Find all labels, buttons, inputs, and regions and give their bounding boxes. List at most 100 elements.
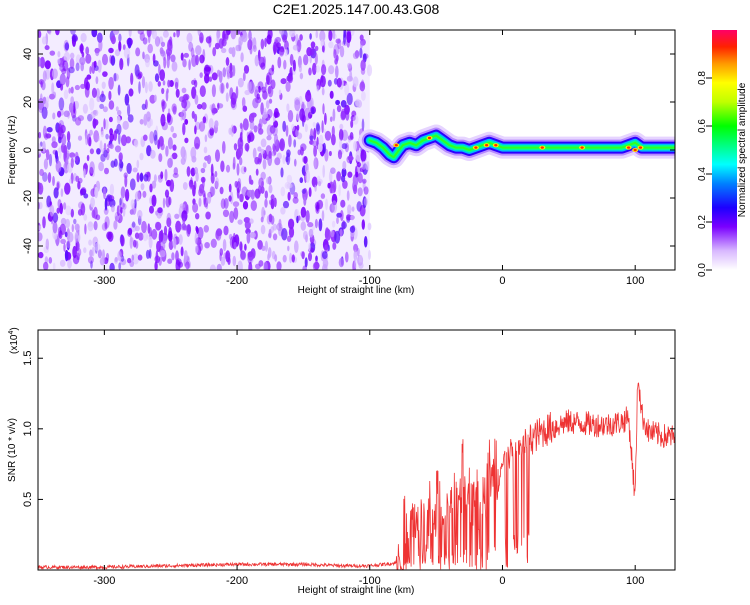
noise-speckle	[181, 87, 187, 94]
noise-speckle	[120, 134, 128, 147]
noise-speckle	[104, 167, 109, 175]
noise-speckle	[66, 140, 71, 150]
noise-speckle	[191, 110, 195, 119]
noise-speckle	[209, 127, 215, 136]
noise-speckle	[59, 73, 66, 86]
noise-speckle	[198, 121, 206, 132]
noise-speckle	[270, 198, 275, 210]
noise-speckle	[135, 47, 141, 57]
noise-speckle	[80, 32, 87, 43]
noise-speckle	[342, 160, 347, 170]
noise-speckle	[262, 158, 267, 170]
y-tick-label: -20	[22, 190, 34, 206]
noise-speckle	[72, 255, 80, 265]
noise-speckle	[301, 251, 305, 260]
noise-speckle	[171, 61, 178, 72]
noise-speckle	[280, 78, 287, 85]
noise-speckle	[98, 39, 103, 52]
x-tick-label: -100	[359, 575, 381, 587]
noise-speckle	[332, 242, 337, 250]
noise-speckle	[257, 123, 262, 131]
noise-speckle	[241, 97, 246, 108]
noise-speckle	[130, 237, 134, 243]
noise-speckle	[143, 134, 148, 141]
signal-hotspot-core	[638, 146, 643, 149]
noise-speckle	[161, 99, 166, 107]
noise-speckle	[118, 262, 122, 270]
noise-speckle	[147, 31, 151, 44]
noise-speckle	[44, 45, 50, 51]
noise-speckle	[144, 81, 148, 94]
noise-speckle	[305, 169, 311, 183]
noise-speckle	[127, 37, 132, 49]
noise-speckle	[154, 73, 160, 83]
noise-speckle	[263, 261, 268, 270]
noise-speckle	[143, 174, 149, 182]
noise-speckle	[264, 240, 268, 252]
noise-speckle	[264, 82, 268, 88]
noise-speckle	[64, 250, 69, 262]
noise-speckle	[239, 131, 243, 143]
noise-speckle	[86, 154, 90, 162]
noise-speckle	[350, 115, 356, 122]
noise-speckle	[316, 123, 321, 135]
noise-speckle	[212, 47, 217, 57]
noise-speckle	[227, 257, 231, 265]
noise-speckle	[294, 240, 299, 253]
noise-speckle	[336, 77, 342, 88]
noise-speckle	[122, 44, 126, 51]
noise-speckle	[211, 103, 216, 116]
noise-speckle	[113, 72, 117, 82]
noise-speckle	[79, 189, 83, 196]
noise-speckle	[309, 46, 315, 56]
noise-speckle	[45, 238, 49, 250]
noise-speckle	[57, 110, 62, 118]
noise-speckle	[197, 226, 204, 240]
noise-speckle	[189, 183, 194, 190]
noise-speckle	[106, 231, 112, 240]
noise-speckle	[273, 133, 279, 147]
noise-speckle	[151, 30, 157, 40]
noise-speckle	[102, 106, 108, 113]
noise-speckle	[47, 172, 52, 184]
noise-speckle	[85, 53, 92, 64]
noise-speckle	[153, 174, 157, 183]
noise-speckle	[64, 231, 68, 238]
noise-speckle	[108, 76, 114, 90]
noise-speckle	[174, 213, 180, 219]
noise-speckle	[199, 54, 205, 64]
noise-speckle	[95, 48, 100, 57]
noise-speckle	[322, 264, 328, 270]
noise-speckle	[319, 75, 326, 88]
noise-speckle	[358, 262, 364, 269]
noise-speckle	[280, 167, 284, 178]
noise-speckle	[83, 193, 89, 199]
noise-speckle	[232, 255, 237, 267]
noise-speckle	[149, 118, 154, 127]
noise-speckle	[229, 210, 235, 223]
noise-speckle	[94, 109, 99, 116]
noise-speckle	[328, 41, 334, 49]
noise-speckle	[191, 86, 197, 99]
noise-speckle	[225, 57, 230, 66]
noise-speckle	[194, 94, 199, 105]
noise-speckle	[220, 198, 226, 209]
noise-speckle	[268, 150, 272, 159]
noise-speckle	[60, 188, 64, 198]
noise-speckle	[336, 216, 339, 225]
noise-speckle	[206, 154, 212, 165]
noise-speckle	[199, 183, 205, 194]
noise-speckle	[248, 261, 253, 270]
noise-speckle	[284, 181, 291, 190]
signal-hotspot-core	[394, 144, 398, 147]
noise-speckle	[45, 149, 50, 161]
noise-speckle	[67, 231, 74, 243]
noise-speckle	[38, 142, 42, 155]
noise-speckle	[229, 62, 233, 73]
noise-speckle	[117, 250, 122, 262]
noise-speckle	[214, 42, 220, 50]
noise-speckle	[311, 176, 318, 188]
noise-speckle	[51, 82, 55, 95]
noise-speckle	[120, 207, 123, 214]
